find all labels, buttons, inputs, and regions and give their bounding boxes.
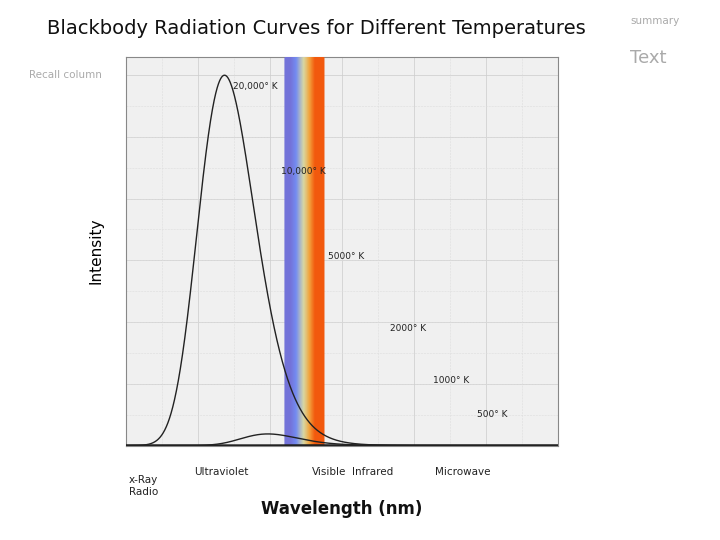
Text: Visible: Visible [312, 467, 346, 477]
Text: Blackbody Radiation Curves for Different Temperatures: Blackbody Radiation Curves for Different… [48, 19, 586, 38]
Text: Intensity: Intensity [89, 218, 103, 285]
Text: Ultraviolet: Ultraviolet [194, 467, 248, 477]
Text: Recall column: Recall column [29, 70, 102, 80]
Text: Text: Text [630, 49, 667, 66]
Text: 2000° K: 2000° K [390, 325, 426, 333]
Text: 5000° K: 5000° K [328, 252, 365, 261]
Text: 500° K: 500° K [477, 409, 508, 418]
Text: Wavelength (nm): Wavelength (nm) [261, 501, 423, 518]
Text: 1000° K: 1000° K [433, 376, 469, 385]
Text: 10,000° K: 10,000° K [281, 167, 325, 176]
Text: summary: summary [630, 16, 679, 26]
Text: 20,000° K: 20,000° K [233, 82, 278, 91]
Text: Infrared: Infrared [351, 467, 393, 477]
Text: Microwave: Microwave [435, 467, 491, 477]
Text: x-Ray
Radio: x-Ray Radio [129, 475, 158, 497]
